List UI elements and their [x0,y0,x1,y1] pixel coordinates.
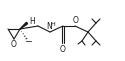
Text: O: O [73,16,79,25]
Text: O: O [60,45,66,54]
Text: H: H [51,22,55,27]
Text: N: N [46,22,52,31]
Text: H: H [29,18,35,26]
Text: O: O [11,40,17,49]
Polygon shape [20,22,28,29]
